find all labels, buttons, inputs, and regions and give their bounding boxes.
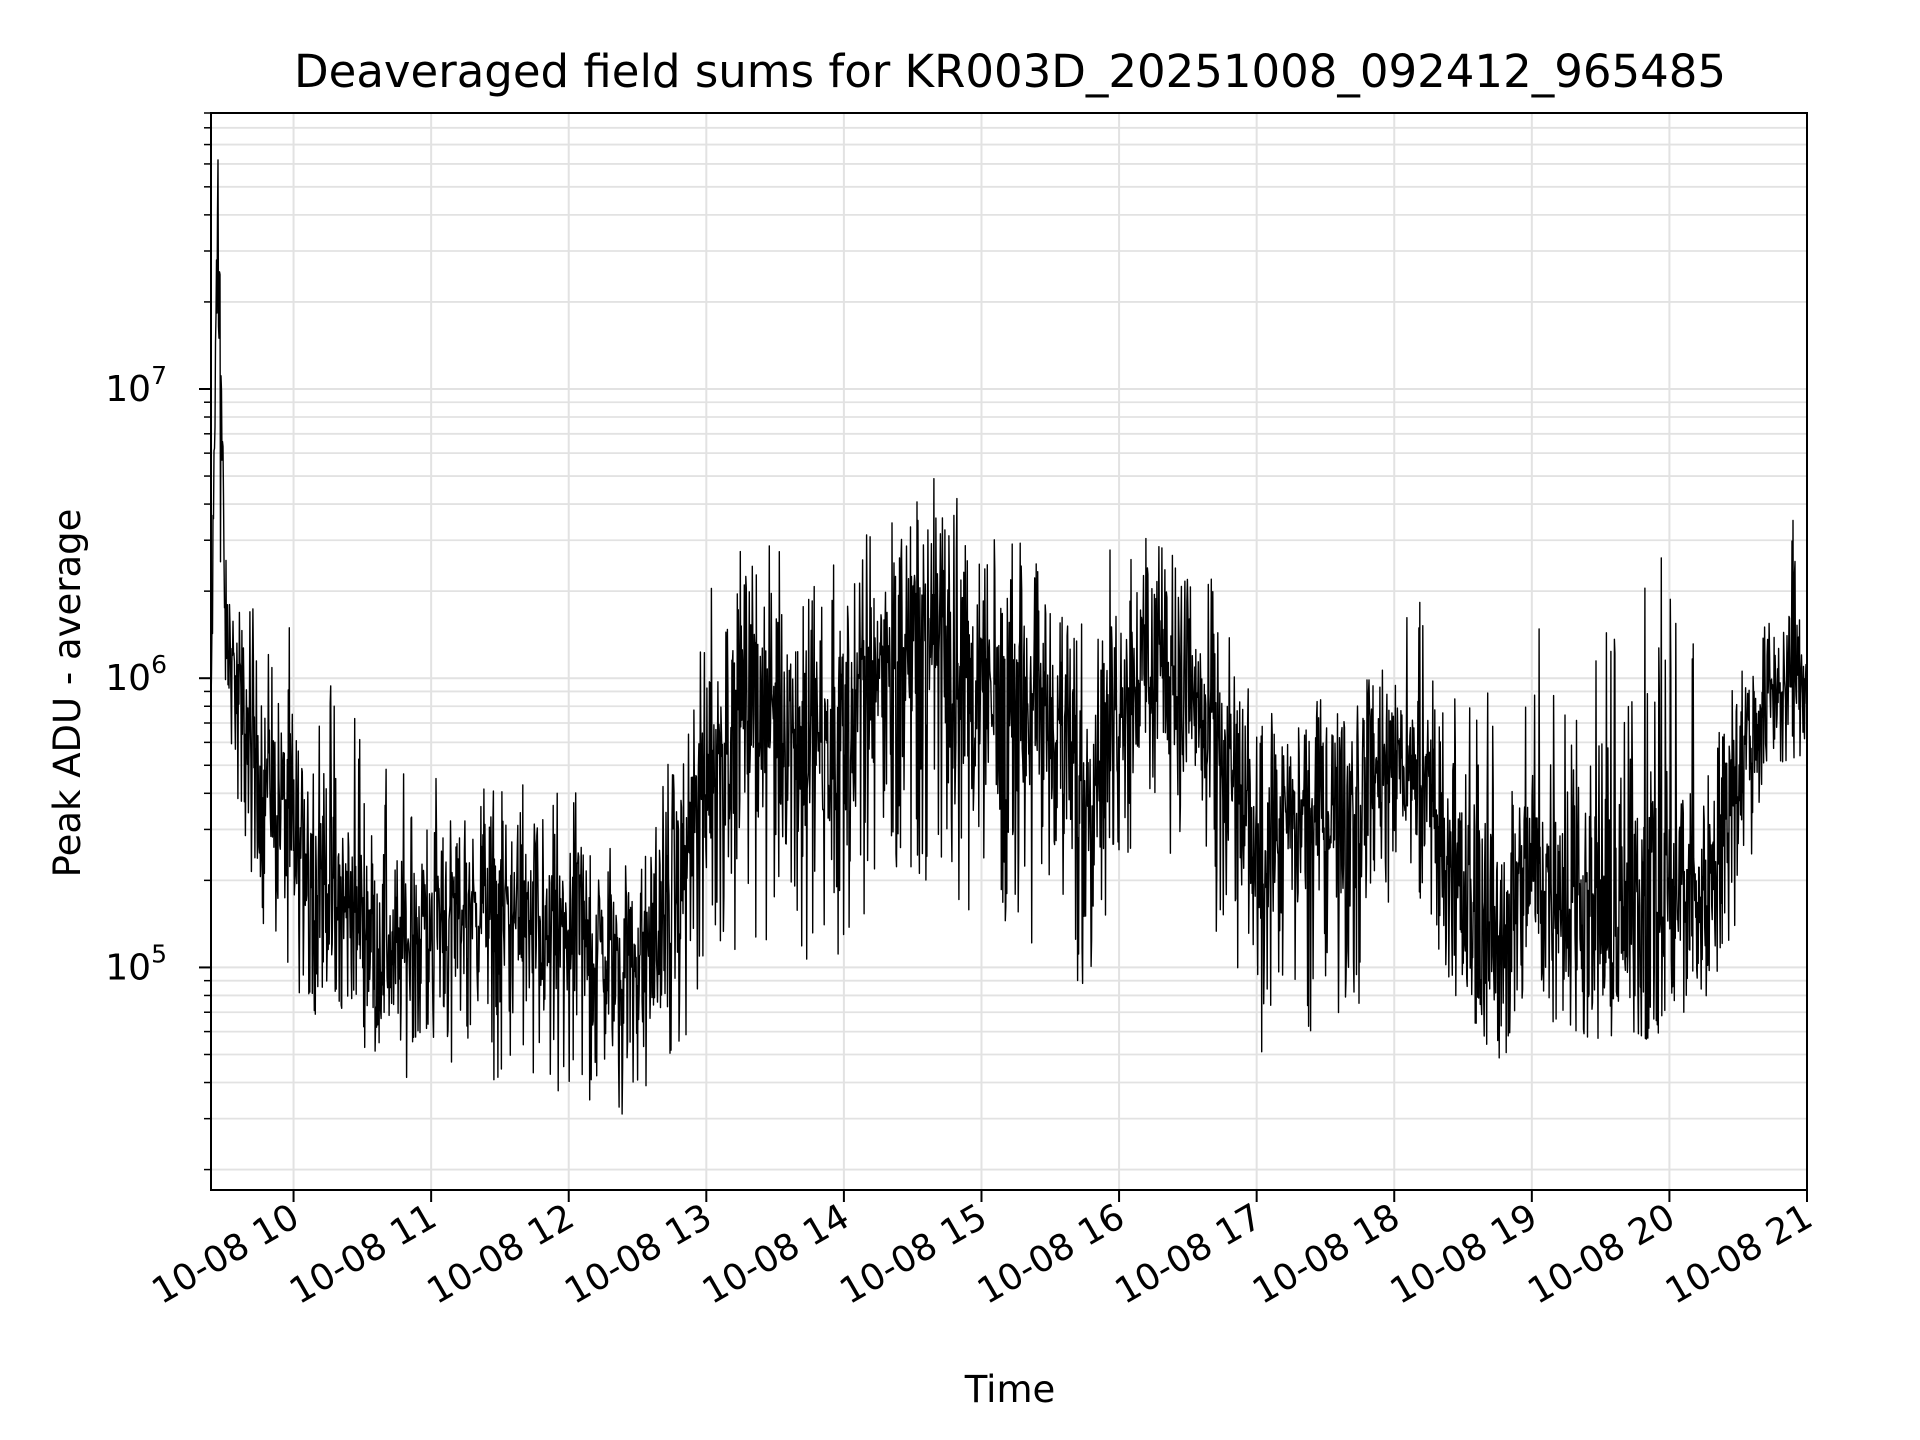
- x-axis-label: Time: [964, 1368, 1056, 1411]
- x-tick-label: 10-08 10: [145, 1196, 306, 1312]
- x-tick-label: 10-08 19: [1384, 1196, 1545, 1312]
- y-tick-label: 105: [105, 939, 167, 988]
- x-tick-label: 10-08 13: [558, 1196, 719, 1312]
- x-tick-label: 10-08 11: [283, 1196, 444, 1312]
- y-tick-label: 107: [105, 361, 167, 410]
- chart-title: Deaveraged field sums for KR003D_2025100…: [294, 45, 1726, 98]
- x-tick-label: 10-08 16: [971, 1196, 1132, 1312]
- x-tick-label: 10-08 12: [421, 1196, 582, 1312]
- x-tick-label: 10-08 20: [1521, 1196, 1682, 1312]
- x-tick-label: 10-08 21: [1659, 1196, 1820, 1312]
- data-series: [210, 159, 1808, 1115]
- x-tick-label: 10-08 18: [1246, 1196, 1407, 1312]
- plot-frame: [210, 112, 1808, 1191]
- x-tick-label: 10-08 15: [833, 1196, 994, 1312]
- x-tick-label: 10-08 14: [696, 1196, 857, 1312]
- series-line: [210, 159, 1808, 1115]
- x-tick-label: 10-08 17: [1108, 1196, 1269, 1312]
- y-axis: 105 106 107: [105, 112, 211, 1171]
- y-axis-label: Peak ADU - average: [46, 509, 89, 878]
- y-tick-label: 106: [105, 650, 167, 699]
